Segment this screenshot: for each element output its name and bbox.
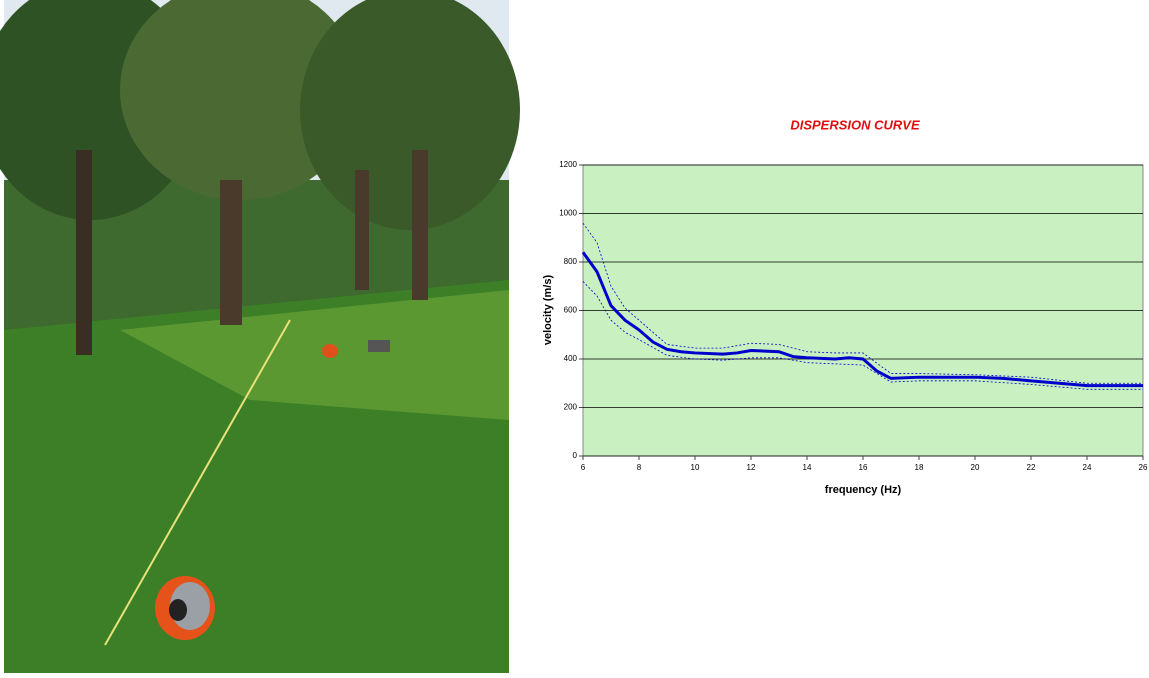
y-axis-label: velocity (m/s)	[542, 275, 554, 346]
x-tick-label: 20	[971, 463, 980, 472]
y-tick-label: 400	[564, 354, 578, 363]
survey-tape	[104, 319, 291, 646]
x-tick-label: 22	[1027, 463, 1036, 472]
tree-crown	[120, 0, 360, 200]
tree-trunk	[76, 150, 92, 355]
x-tick-label: 8	[637, 463, 642, 472]
y-tick-label: 800	[564, 257, 578, 266]
tree-crown	[300, 0, 520, 230]
x-tick-label: 14	[803, 463, 812, 472]
y-tick-label: 200	[564, 403, 578, 412]
series-line	[581, 251, 1143, 388]
cable-reel-small	[322, 344, 338, 358]
y-tick-label: 0	[573, 451, 578, 460]
tree-trunk	[355, 170, 369, 290]
x-tick-label: 26	[1139, 463, 1148, 472]
seismograph	[368, 340, 390, 352]
x-tick-label: 16	[859, 463, 868, 472]
field-photo	[0, 0, 520, 673]
y-tick-label: 1000	[559, 209, 577, 218]
sunlit-lawn	[120, 290, 509, 420]
x-tick-label: 6	[581, 463, 586, 472]
tree-trunk	[220, 180, 242, 325]
x-tick-label: 18	[915, 463, 924, 472]
x-tick-label: 12	[747, 463, 756, 472]
x-tick-label: 24	[1083, 463, 1092, 472]
cable-reel-hub	[169, 599, 187, 621]
y-tick-label: 1200	[559, 160, 577, 169]
y-tick-label: 600	[564, 306, 578, 315]
tree-trunk	[412, 150, 428, 300]
x-tick-label: 10	[691, 463, 700, 472]
chart-title: DISPERSION CURVE	[790, 117, 920, 132]
x-axis-label: frequency (Hz)	[825, 484, 902, 496]
series-line	[582, 281, 1143, 390]
